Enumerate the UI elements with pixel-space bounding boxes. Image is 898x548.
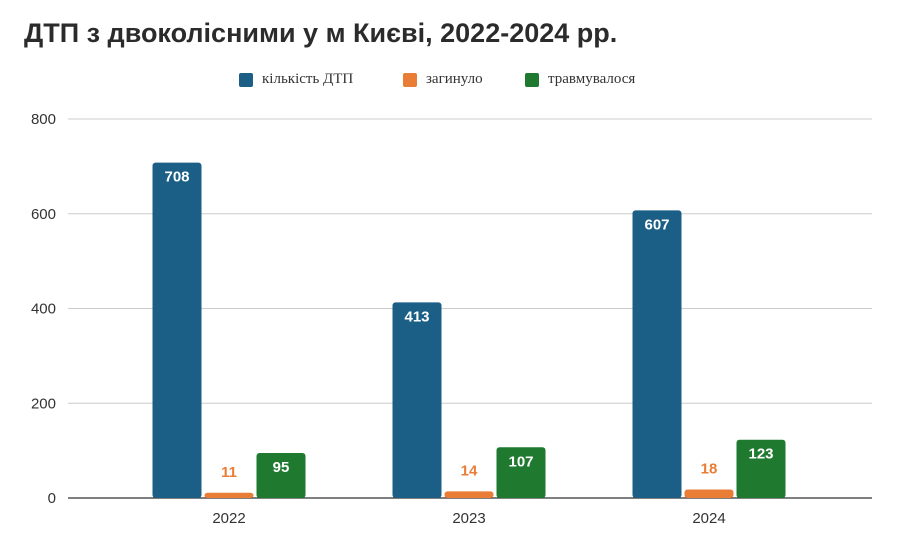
- legend-item-injured: травмувалося: [525, 71, 635, 88]
- bar-2022-s0: [152, 162, 202, 498]
- data-label-2023-s0: 413: [404, 308, 429, 325]
- data-label-2024-s0: 607: [644, 216, 669, 233]
- y-tick-label-800: 800: [31, 111, 56, 128]
- bar-2024-s0: [632, 210, 682, 498]
- data-label-2024-s1: 18: [701, 460, 718, 477]
- legend-swatch-crashes: [239, 72, 253, 87]
- data-label-2022-s1: 11: [221, 464, 237, 481]
- bar-2024-s1: [684, 489, 734, 498]
- data-label-2023-s2: 107: [508, 453, 533, 470]
- data-label-2022-s0: 708: [164, 169, 189, 186]
- data-label-2024-s2: 123: [748, 446, 773, 463]
- chart-title: ДТП з двоколісними у м Києві, 2022-2024 …: [24, 18, 618, 48]
- legend-swatch-killed: [403, 72, 417, 87]
- data-label-2023-s1: 14: [461, 462, 478, 479]
- legend-label-injured: травмувалося: [548, 71, 636, 87]
- data-label-2022-s2: 95: [273, 459, 290, 476]
- legend-label-crashes: кількість ДТП: [262, 71, 354, 87]
- x-tick-label-2023: 2023: [452, 510, 485, 527]
- legend: кількість ДТП загинуло травмувалося: [0, 71, 898, 93]
- legend-item-crashes: кількість ДТП: [239, 71, 353, 88]
- bar-2023-s0: [392, 302, 442, 498]
- y-tick-label-0: 0: [48, 490, 56, 507]
- legend-item-killed: загинуло: [403, 71, 483, 88]
- y-tick-label-400: 400: [31, 301, 56, 318]
- bar-2022-s1: [204, 492, 254, 498]
- x-tick-label-2024: 2024: [692, 510, 725, 527]
- y-tick-label-600: 600: [31, 206, 56, 223]
- legend-swatch-injured: [525, 72, 539, 87]
- bar-2022-s2: [256, 452, 306, 498]
- x-tick-label-2022: 2022: [212, 510, 245, 527]
- bar-2023-s1: [444, 491, 494, 498]
- y-tick-label-200: 200: [31, 395, 56, 412]
- bar-2024-s2: [736, 439, 786, 498]
- bar-2023-s2: [496, 447, 546, 498]
- legend-label-killed: загинуло: [426, 71, 483, 87]
